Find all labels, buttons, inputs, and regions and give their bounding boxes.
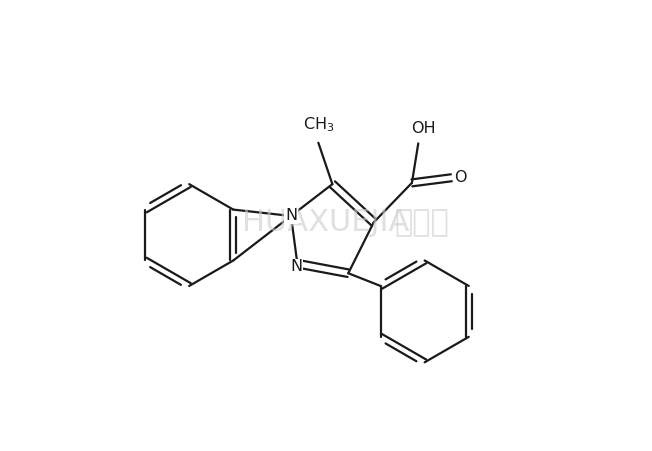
Text: OH: OH	[411, 120, 436, 136]
Text: N: N	[285, 208, 297, 223]
Text: O: O	[454, 170, 467, 185]
Text: CH$_3$: CH$_3$	[303, 115, 334, 134]
Text: N: N	[290, 259, 302, 274]
Text: HUAXUEJIA: HUAXUEJIA	[243, 208, 409, 237]
Text: 化学加: 化学加	[394, 208, 449, 237]
